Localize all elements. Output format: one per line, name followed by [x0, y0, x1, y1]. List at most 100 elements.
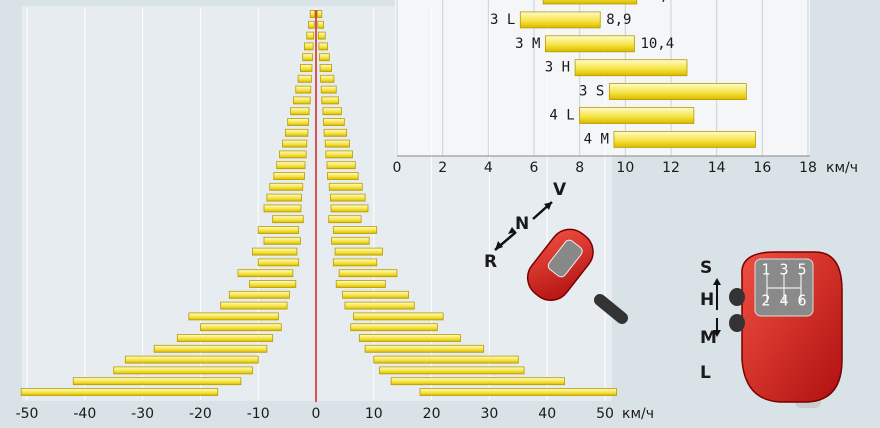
bar — [258, 227, 298, 234]
x-tick-label: 20 — [423, 406, 441, 422]
bar — [391, 378, 564, 385]
x-tick-label: 10 — [616, 160, 634, 176]
bar — [300, 65, 312, 72]
bar — [354, 313, 444, 320]
category-label: 2 S — [513, 0, 538, 4]
bar — [177, 335, 272, 342]
range-label: S — [700, 258, 712, 278]
bar — [543, 0, 637, 4]
bar — [285, 129, 308, 136]
x-tick-label: -50 — [16, 406, 39, 422]
bar — [307, 32, 314, 39]
bar — [273, 216, 304, 223]
bar — [274, 173, 305, 180]
bar — [296, 86, 311, 93]
bar — [200, 324, 281, 331]
bar — [335, 248, 382, 255]
bar — [324, 119, 345, 126]
bar — [329, 183, 362, 190]
bar — [310, 11, 315, 18]
bar — [324, 129, 347, 136]
range-label: H — [700, 290, 714, 310]
bar — [154, 345, 267, 352]
range-label: M — [700, 328, 717, 348]
value-label: 10,4 — [640, 36, 674, 52]
bar — [252, 248, 297, 255]
bar — [298, 75, 311, 82]
bar — [303, 54, 313, 61]
x-tick-label: 0 — [312, 406, 321, 422]
shifter: 1 3 5 2 4 6 S H M L — [700, 252, 842, 408]
category-label: 4 M — [584, 131, 609, 147]
bar — [293, 97, 310, 104]
bar — [380, 367, 524, 374]
bar — [258, 259, 298, 266]
bar — [125, 356, 258, 363]
x-tick-label: 12 — [662, 160, 680, 176]
bar — [575, 60, 687, 76]
page: {"chart_data":[ {"type":"butterfly","x_u… — [0, 0, 880, 428]
bar — [21, 389, 218, 396]
bar — [321, 86, 336, 93]
bar — [221, 302, 287, 309]
category-label: 3 L — [490, 12, 515, 28]
bar — [327, 162, 355, 169]
x-tick-label: 6 — [530, 160, 539, 176]
x-tick-label: 4 — [484, 160, 493, 176]
bar — [318, 21, 324, 28]
bar — [323, 108, 341, 115]
x-tick-label: 50 — [596, 406, 614, 422]
bar — [291, 108, 309, 115]
bar — [545, 36, 634, 52]
value-label: 8,9 — [606, 12, 631, 28]
category-label: 3 H — [545, 60, 570, 76]
category-label: 3 M — [515, 36, 540, 52]
bar — [609, 84, 746, 100]
bar — [333, 227, 376, 234]
bar — [264, 205, 301, 212]
bar — [351, 324, 438, 331]
bar — [365, 345, 483, 352]
bar — [320, 65, 332, 72]
category-label: 4 L — [549, 108, 574, 124]
bar — [288, 119, 309, 126]
gear-row: 1 3 5 — [761, 261, 806, 279]
bar — [308, 21, 314, 28]
bar — [325, 140, 349, 147]
bar — [73, 378, 241, 385]
value-label: 10,5 — [643, 0, 677, 4]
bar — [614, 131, 756, 147]
bar — [264, 237, 300, 244]
x-unit: км/ч — [622, 406, 654, 422]
bar — [238, 270, 293, 277]
bar — [280, 151, 307, 158]
joystick-label: N — [515, 214, 529, 234]
bar — [326, 151, 353, 158]
bar — [319, 43, 328, 50]
bar — [270, 183, 303, 190]
bar — [336, 281, 385, 288]
joystick-label: V — [553, 180, 567, 200]
range-label: L — [700, 363, 711, 383]
x-tick-label: 10 — [365, 406, 383, 422]
x-tick-label: 16 — [753, 160, 771, 176]
x-tick-label: -40 — [73, 406, 96, 422]
x-tick-label: -20 — [189, 406, 212, 422]
bar — [329, 216, 361, 223]
x-tick-label: 8 — [575, 160, 584, 176]
bar — [321, 75, 334, 82]
bar — [282, 140, 306, 147]
bar — [330, 194, 365, 201]
bar — [319, 54, 329, 61]
x-tick-label: 14 — [708, 160, 726, 176]
x-tick-label: 2 — [438, 160, 447, 176]
bar — [331, 205, 368, 212]
x-tick-label: -30 — [131, 406, 154, 422]
bar — [277, 162, 305, 169]
bar — [318, 32, 325, 39]
x-tick-label: 0 — [393, 160, 402, 176]
bar — [580, 108, 694, 124]
x-tick-label: 30 — [480, 406, 498, 422]
bar — [322, 97, 339, 104]
category-label: 3 S — [579, 84, 604, 100]
